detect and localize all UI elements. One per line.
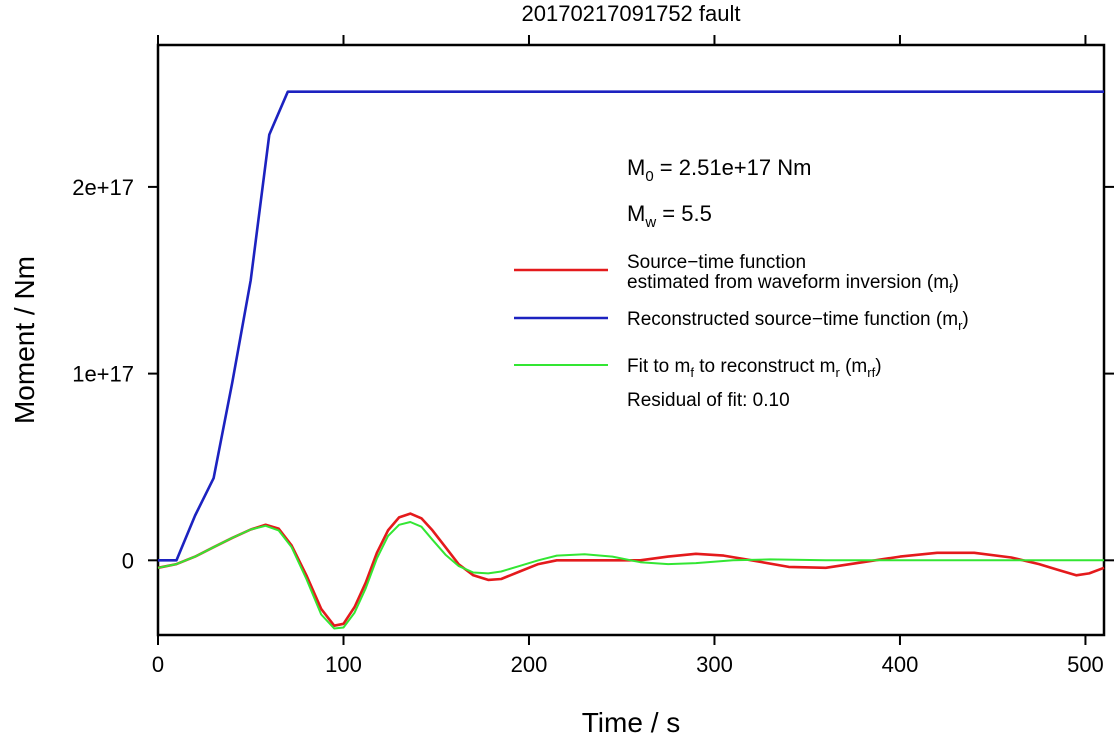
- x-tick-label: 100: [325, 652, 362, 677]
- x-tick-label: 200: [511, 652, 548, 677]
- plot-area: 0 100 200 300 400 500 0 1e+17 2e+17: [72, 35, 1114, 677]
- x-axis: 0 100 200 300 400 500: [152, 35, 1104, 677]
- chart-title: 20170217091752 fault: [522, 1, 741, 26]
- legend-label-mrf: Fit to mf to reconstruct mr (mrf): [627, 356, 882, 380]
- y-tick-label: 1e+17: [72, 362, 134, 387]
- mw-symbol: M: [627, 201, 645, 226]
- m0-value: = 2.51e+17 Nm: [654, 155, 812, 180]
- series-layer: [157, 90, 1105, 630]
- residual-annotation: Residual of fit: 0.10: [627, 390, 790, 411]
- annotations: M0 = 2.51e+17 Nm Mw = 5.5: [627, 155, 811, 231]
- mw-value: = 5.5: [656, 201, 712, 226]
- legend-label-mr: Reconstructed source−time function (mr): [627, 309, 969, 333]
- legend-mf-text: estimated from waveform inversion (m: [627, 272, 949, 293]
- x-tick-label: 500: [1067, 652, 1104, 677]
- m0-subscript: 0: [645, 168, 653, 185]
- y-axis-title: Moment / Nm: [9, 256, 40, 424]
- y-tick-label: 2e+17: [72, 175, 134, 200]
- x-tick-label: 0: [152, 652, 164, 677]
- series-line-mrf: [157, 521, 1104, 630]
- legend-mrf-sub3: rf: [867, 365, 875, 380]
- legend-mrf-mid: to reconstruct m: [694, 356, 836, 377]
- legend-mr-text: Reconstructed source−time function (m: [627, 309, 958, 330]
- legend-label-mf-line1: Source−time function: [627, 252, 806, 273]
- mw-annotation: Mw = 5.5: [627, 201, 712, 231]
- series-line-mr: [158, 90, 1104, 562]
- series-line-mf: [157, 512, 1105, 628]
- y-axis: 0 1e+17 2e+17: [72, 175, 1114, 573]
- mw-subscript: w: [644, 214, 656, 231]
- y-tick-label: 0: [122, 548, 134, 573]
- x-axis-title: Time / s: [582, 707, 681, 736]
- x-tick-label: 300: [696, 652, 733, 677]
- legend-mf-subscript: f: [949, 281, 953, 296]
- x-tick-label: 400: [882, 652, 919, 677]
- legend-mrf-text: Fit to m: [627, 356, 690, 377]
- legend-mf-close: ): [953, 272, 959, 293]
- legend-mrf-close: ): [875, 356, 881, 377]
- m0-annotation: M0 = 2.51e+17 Nm: [627, 155, 811, 185]
- legend: Source−time function estimated from wave…: [514, 252, 969, 411]
- legend-mrf-sub2: r: [835, 365, 840, 380]
- legend-mrf-mid2: (m: [840, 356, 867, 377]
- legend-mr-close: ): [962, 309, 968, 330]
- legend-mr-subscript: r: [958, 318, 963, 333]
- legend-label-mf-line2: estimated from waveform inversion (mf): [627, 272, 959, 296]
- plot-frame: [156, 43, 1106, 637]
- legend-mrf-sub1: f: [690, 365, 694, 380]
- m0-symbol: M: [627, 155, 645, 180]
